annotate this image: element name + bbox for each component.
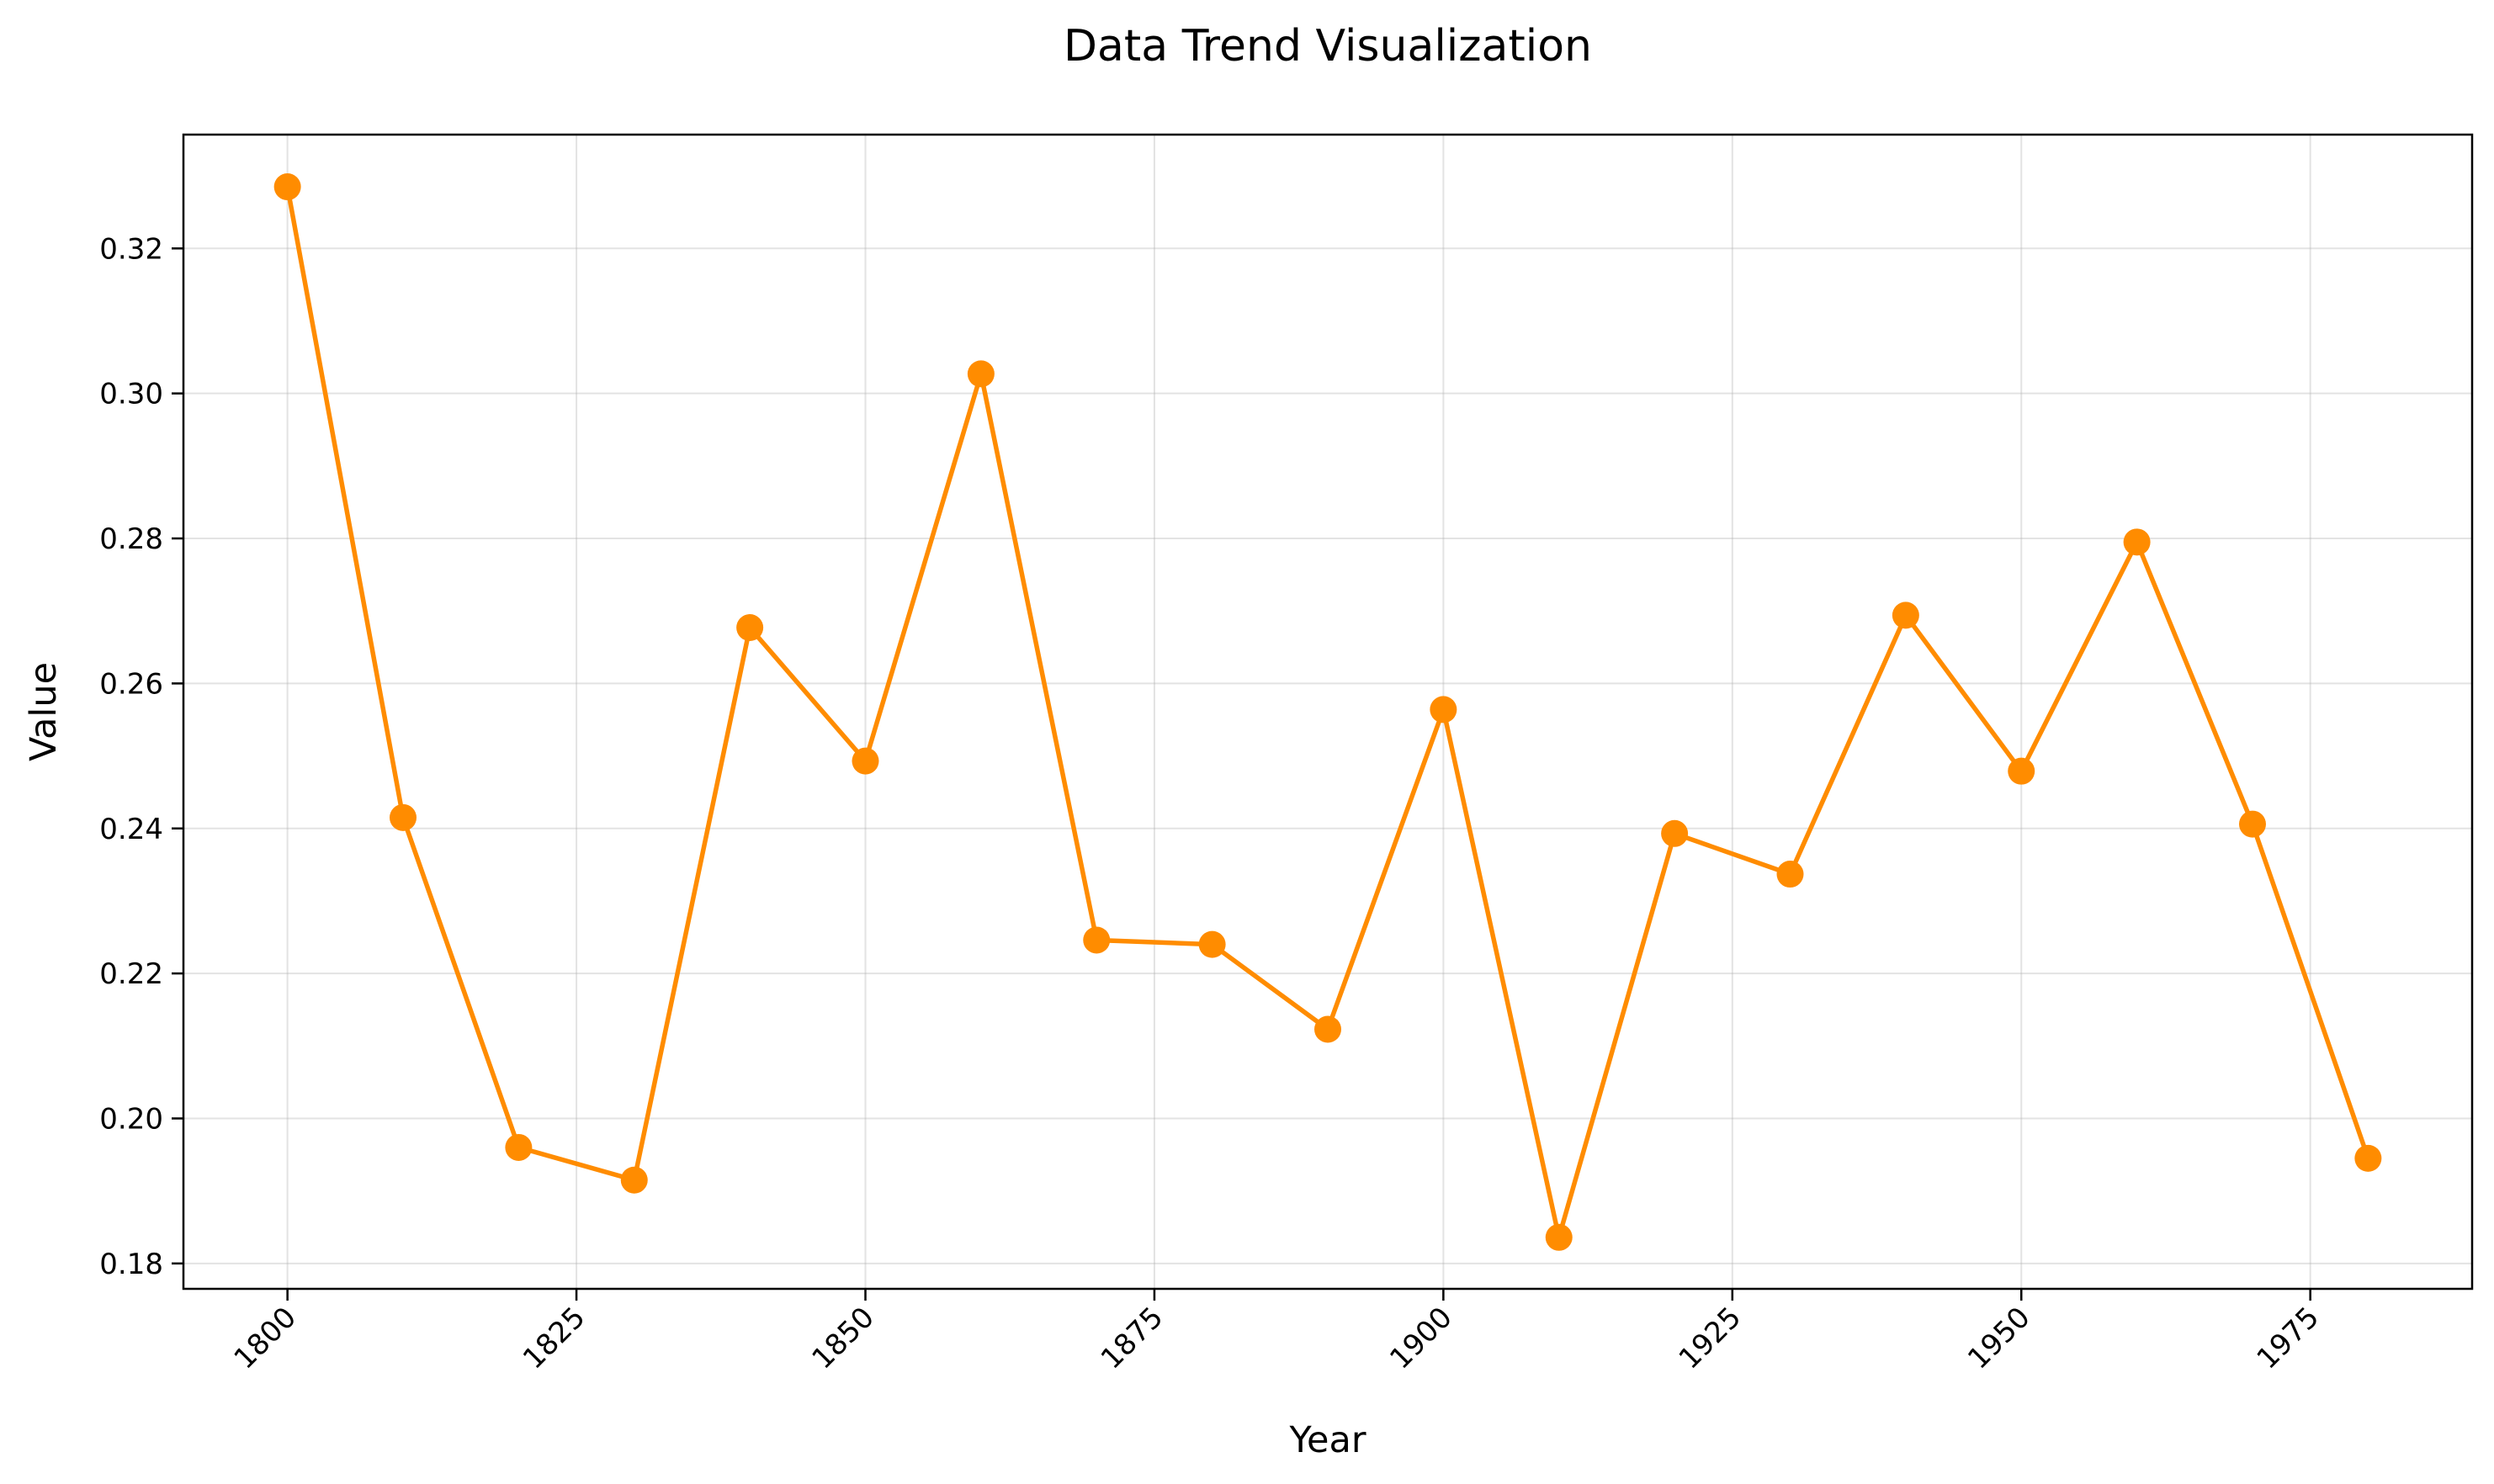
data-point-marker	[505, 1133, 533, 1161]
data-point-marker	[736, 614, 764, 642]
y-tick-label: 0.28	[99, 522, 163, 556]
data-point-marker	[390, 803, 417, 831]
data-point-marker	[1314, 1015, 1341, 1043]
data-point-marker	[1661, 819, 1689, 847]
y-tick-label: 0.32	[99, 232, 163, 266]
data-point-marker	[2354, 1144, 2382, 1172]
y-tick-label: 0.20	[99, 1102, 163, 1136]
data-point-marker	[852, 747, 879, 775]
data-point-marker	[1545, 1223, 1573, 1251]
y-tick-label: 0.30	[99, 378, 163, 411]
x-axis-label: Year	[1288, 1419, 1366, 1461]
data-point-marker	[1776, 861, 1804, 888]
data-point-marker	[1430, 696, 1457, 723]
data-point-marker	[2123, 528, 2151, 556]
y-tick-label: 0.22	[99, 957, 163, 991]
chart-title: Data Trend Visualization	[1064, 21, 1592, 72]
data-point-marker	[1198, 930, 1226, 958]
y-axis: 0.18 0.20 0.22 0.24 0.26 0.28 0.30 0.32	[99, 232, 183, 1281]
data-point-marker	[2008, 757, 2035, 785]
data-point-marker	[2238, 810, 2266, 838]
plot-area-frame	[182, 133, 2474, 1291]
data-point-marker	[273, 173, 301, 201]
data-point-marker	[1892, 602, 1919, 629]
data-point-marker	[620, 1166, 648, 1194]
data-point-marker	[1083, 926, 1111, 954]
y-tick-label: 0.26	[99, 667, 163, 701]
y-tick-label: 0.18	[99, 1248, 163, 1281]
grid	[183, 135, 2472, 1289]
y-tick-label: 0.24	[99, 813, 163, 846]
data-point-marker	[967, 360, 995, 388]
series-layer	[273, 173, 2382, 1251]
y-axis-label: Value	[23, 662, 65, 761]
